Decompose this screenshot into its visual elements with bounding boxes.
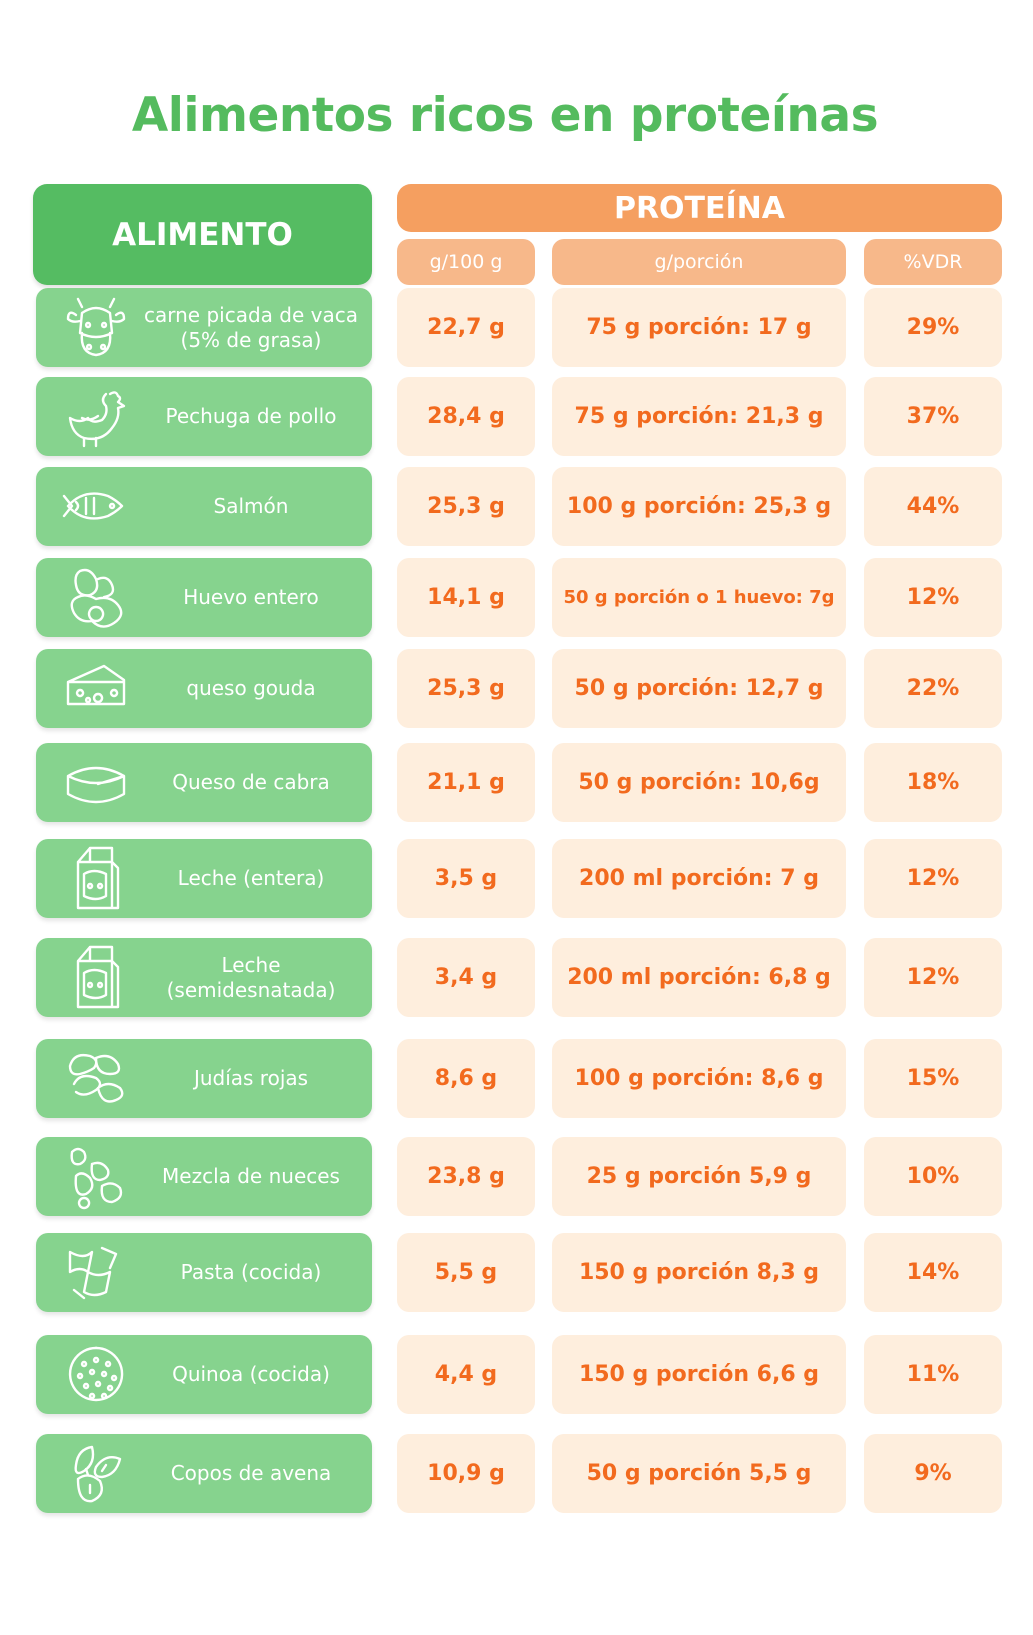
food-cell: Pasta (cocida) <box>36 1233 372 1312</box>
food-label: queso gouda <box>186 676 316 700</box>
milk-carton-icon <box>62 943 130 1011</box>
food-label: Judías rojas <box>193 1066 309 1090</box>
food-cell: Huevo entero <box>36 558 372 637</box>
protein-per-100g: 25,3 g <box>397 467 535 546</box>
food-cell: Salmón <box>36 467 372 546</box>
protein-per-100g: 25,3 g <box>397 649 535 728</box>
protein-per-portion: 75 g porción: 21,3 g <box>552 377 846 456</box>
header-food: ALIMENTO <box>33 184 372 285</box>
protein-per-portion: 50 g porción: 12,7 g <box>552 649 846 728</box>
protein-per-100g: 28,4 g <box>397 377 535 456</box>
protein-per-100g: 3,4 g <box>397 938 535 1017</box>
cheese-icon <box>62 654 130 722</box>
oats-icon <box>62 1439 130 1507</box>
food-label: Huevo entero <box>183 585 319 609</box>
protein-per-portion: 25 g porción 5,9 g <box>552 1137 846 1216</box>
fish-icon <box>62 472 130 540</box>
food-label: Salmón <box>213 494 289 518</box>
percent-vdr: 14% <box>864 1233 1002 1312</box>
percent-vdr: 12% <box>864 938 1002 1017</box>
food-cell: Queso de cabra <box>36 743 372 822</box>
subheader-per-portion: g/porción <box>552 239 846 285</box>
pasta-icon <box>62 1238 130 1306</box>
food-label: Queso de cabra <box>172 770 330 794</box>
subheader-per-100g: g/100 g <box>397 239 535 285</box>
food-label: Pechuga de pollo <box>165 404 337 428</box>
food-cell: Copos de avena <box>36 1434 372 1513</box>
protein-per-portion: 50 g porción 5,5 g <box>552 1434 846 1513</box>
cow-icon <box>62 293 130 361</box>
protein-per-100g: 3,5 g <box>397 839 535 918</box>
chicken-icon <box>62 382 130 450</box>
food-cell: carne picada de vaca (5% de grasa) <box>36 288 372 367</box>
nuts-icon <box>62 1142 130 1210</box>
milk-carton-icon <box>62 844 130 912</box>
food-label: Copos de avena <box>170 1461 332 1485</box>
percent-vdr: 37% <box>864 377 1002 456</box>
protein-per-portion: 150 g porción 6,6 g <box>552 1335 846 1414</box>
protein-per-portion: 50 g porción o 1 huevo: 7g <box>552 558 846 637</box>
food-cell: Judías rojas <box>36 1039 372 1118</box>
food-label: Leche (entera) <box>177 866 325 890</box>
percent-vdr: 29% <box>864 288 1002 367</box>
protein-per-100g: 23,8 g <box>397 1137 535 1216</box>
food-label: Quinoa (cocida) <box>172 1362 330 1386</box>
percent-vdr: 22% <box>864 649 1002 728</box>
protein-per-portion: 100 g porción: 25,3 g <box>552 467 846 546</box>
percent-vdr: 9% <box>864 1434 1002 1513</box>
food-cell: Pechuga de pollo <box>36 377 372 456</box>
percent-vdr: 10% <box>864 1137 1002 1216</box>
food-label: Leche (semidesnatada) <box>166 952 336 1002</box>
percent-vdr: 12% <box>864 558 1002 637</box>
goat-cheese-icon <box>62 748 130 816</box>
food-cell: queso gouda <box>36 649 372 728</box>
protein-per-100g: 21,1 g <box>397 743 535 822</box>
egg-icon <box>62 563 130 631</box>
food-label: Mezcla de nueces <box>162 1164 340 1188</box>
subheader-vdr: %VDR <box>864 239 1002 285</box>
food-cell: Quinoa (cocida) <box>36 1335 372 1414</box>
food-cell: Mezcla de nueces <box>36 1137 372 1216</box>
percent-vdr: 11% <box>864 1335 1002 1414</box>
food-label: Pasta (cocida) <box>180 1260 322 1284</box>
food-cell: Leche (semidesnatada) <box>36 938 372 1017</box>
percent-vdr: 15% <box>864 1039 1002 1118</box>
protein-per-portion: 75 g porción: 17 g <box>552 288 846 367</box>
protein-per-portion: 200 ml porción: 7 g <box>552 839 846 918</box>
protein-per-100g: 8,6 g <box>397 1039 535 1118</box>
percent-vdr: 12% <box>864 839 1002 918</box>
protein-per-portion: 200 ml porción: 6,8 g <box>552 938 846 1017</box>
percent-vdr: 44% <box>864 467 1002 546</box>
protein-per-100g: 14,1 g <box>397 558 535 637</box>
page-title: Alimentos ricos en proteínas <box>131 88 879 143</box>
header-protein: PROTEÍNA <box>397 184 1002 232</box>
protein-per-100g: 10,9 g <box>397 1434 535 1513</box>
quinoa-icon <box>62 1340 130 1408</box>
food-label: carne picada de vaca (5% de grasa) <box>144 302 358 352</box>
protein-per-portion: 150 g porción 8,3 g <box>552 1233 846 1312</box>
food-cell: Leche (entera) <box>36 839 372 918</box>
protein-per-portion: 50 g porción: 10,6g <box>552 743 846 822</box>
percent-vdr: 18% <box>864 743 1002 822</box>
protein-per-100g: 5,5 g <box>397 1233 535 1312</box>
beans-icon <box>62 1044 130 1112</box>
protein-per-100g: 22,7 g <box>397 288 535 367</box>
protein-per-portion: 100 g porción: 8,6 g <box>552 1039 846 1118</box>
protein-per-100g: 4,4 g <box>397 1335 535 1414</box>
